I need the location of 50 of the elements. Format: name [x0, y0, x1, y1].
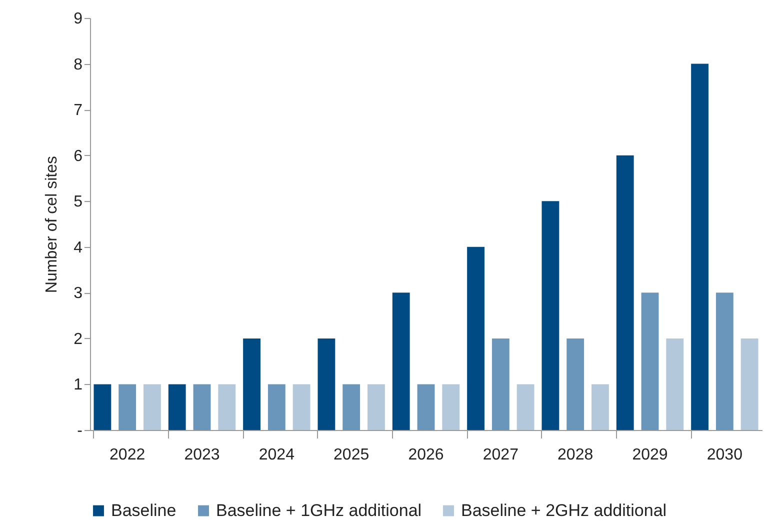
bar [666, 338, 684, 430]
x-tick-label: 2026 [408, 446, 444, 464]
bar [516, 384, 534, 430]
y-tick-label: 2 [74, 330, 83, 348]
x-tick-label: 2027 [482, 446, 519, 464]
x-tick-label: 2028 [558, 446, 594, 464]
bar [368, 384, 385, 430]
x-tick-label: 2030 [706, 446, 743, 464]
y-tick-label: - [77, 422, 82, 440]
bar [740, 338, 758, 430]
y-tick-label: 8 [74, 56, 83, 74]
bar [268, 384, 286, 430]
x-tick-label: 2023 [184, 446, 220, 464]
y-tick-label: 1 [74, 376, 83, 394]
y-tick-label: 6 [74, 148, 83, 165]
bar [442, 384, 460, 430]
bar [417, 384, 435, 430]
bar [592, 384, 609, 430]
bar [467, 246, 484, 430]
y-tick-label: 3 [74, 285, 83, 302]
bar [342, 384, 360, 430]
bar [716, 292, 734, 430]
legend-label: Baseline + 2GHz additional [461, 500, 667, 520]
bar [218, 384, 236, 430]
bar [118, 384, 136, 430]
bar [292, 384, 310, 430]
x-tick-label: 2024 [258, 446, 295, 464]
y-tick-label: 9 [74, 10, 83, 28]
y-axis-title: Number of cel sites [44, 156, 61, 293]
x-tick-label: 2029 [632, 446, 668, 464]
bar [691, 64, 708, 430]
bar [193, 384, 211, 430]
y-tick-label: 5 [74, 194, 83, 211]
x-tick-label: 2025 [334, 446, 370, 464]
legend-label: Baseline + 1GHz additional [216, 500, 422, 520]
bar [168, 384, 186, 430]
bar [542, 201, 560, 430]
bar [641, 292, 659, 430]
bar [318, 338, 336, 430]
bar [144, 384, 161, 430]
bar [492, 338, 510, 430]
y-tick-label: 4 [74, 239, 83, 256]
legend-label: Baseline [111, 500, 176, 520]
bar [616, 155, 634, 430]
bar [566, 338, 584, 430]
x-tick-label: 2022 [110, 446, 146, 464]
y-tick-label: 7 [74, 102, 83, 120]
bar [392, 292, 410, 430]
bar [94, 384, 112, 430]
bar [243, 338, 260, 430]
